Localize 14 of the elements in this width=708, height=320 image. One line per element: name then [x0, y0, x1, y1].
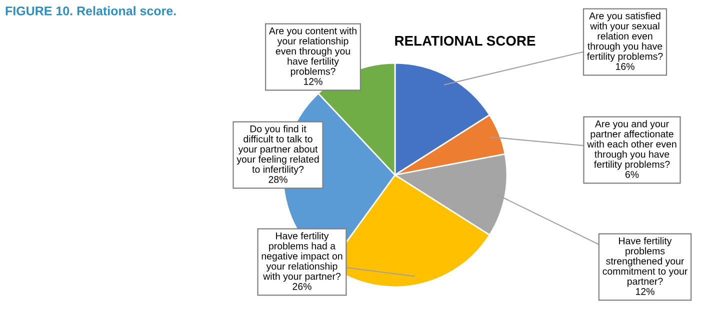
slice-label: Have fertility problems had a negative impact on your relationship with your partner? — [262, 232, 342, 282]
data-label: 26% — [292, 283, 312, 290]
data-label: 6% — [625, 171, 639, 178]
slice-label: Are you satisfied with your sexual relation even through you have fertility problems? — [587, 12, 663, 62]
slice-label: Do you find it difficult to talk to your partner about your feeling related to infertility? — [236, 125, 319, 175]
text: RELATIONAL SCORE — [395, 36, 536, 46]
data-label: 12% — [636, 288, 654, 295]
data-label: 28% — [268, 176, 288, 183]
slice-label: Are you content with your relationship even through you have fertility problems? — [268, 27, 356, 77]
data-label: 16% — [616, 63, 634, 70]
caption: FIGURE 10. Relational score. — [6, 6, 176, 16]
slice-label: Have fertility problems strengthened your commitment to your partner? — [602, 237, 688, 287]
data-label: 12% — [304, 78, 322, 85]
slice-label: Are you and your partner affectionate with each other even through you have fertility problems? — [587, 120, 676, 170]
